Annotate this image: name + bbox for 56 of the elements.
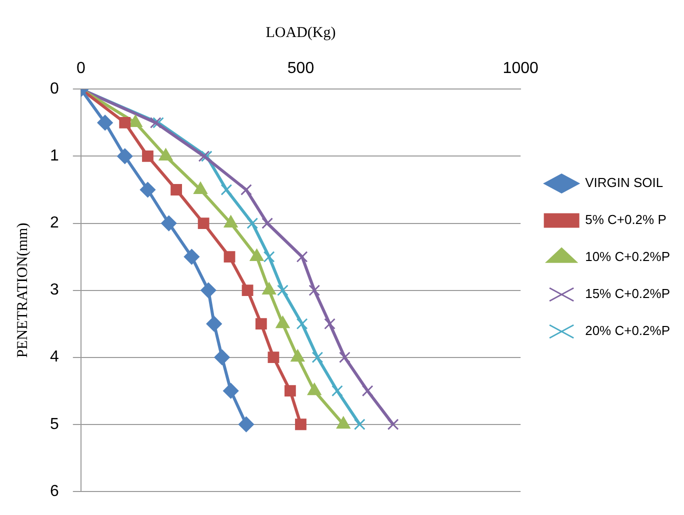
point: [255, 318, 267, 330]
point: [224, 251, 236, 262]
point: [117, 148, 133, 164]
point: [184, 249, 200, 265]
point: [262, 218, 274, 229]
point: [296, 318, 308, 330]
point: [140, 182, 156, 198]
point: [332, 385, 343, 397]
x-tick-label: 0: [76, 60, 86, 78]
y-tick-label: 0: [50, 80, 59, 98]
point: [238, 416, 254, 432]
x-tick-label: 1000: [502, 60, 538, 78]
y-tick-label: 3: [50, 282, 59, 299]
point: [214, 350, 230, 366]
point: [263, 251, 275, 262]
y-tick-label: 2: [50, 214, 59, 232]
point: [97, 114, 113, 130]
point: [198, 218, 210, 229]
point: [200, 282, 216, 298]
point: [354, 418, 366, 430]
point: [312, 352, 324, 364]
legend-label: 20% C+0.2%P: [585, 323, 670, 338]
point: [200, 150, 212, 162]
y-tick-label: 5: [50, 416, 59, 433]
point: [170, 184, 182, 196]
point: [246, 218, 258, 229]
point: [220, 184, 232, 196]
point: [242, 284, 254, 296]
point: [295, 418, 306, 430]
point: [150, 117, 162, 128]
point: [240, 184, 252, 196]
point: [324, 318, 336, 330]
point: [119, 117, 131, 128]
point: [308, 284, 320, 296]
point: [296, 251, 308, 262]
point: [339, 352, 350, 364]
legend-label: 5% C+0.2% P: [585, 212, 666, 228]
y-axis-title: PENETRATION(mm): [14, 222, 31, 358]
point: [387, 418, 399, 430]
x-tick-label: 500: [287, 60, 314, 78]
point: [142, 150, 154, 162]
point: [277, 284, 288, 296]
legend-label: 10% C+0.2%P: [585, 249, 670, 264]
legend-label: 15% C+0.2%P: [585, 286, 670, 302]
point: [284, 385, 296, 397]
x-axis-title: LOAD(Kg): [266, 24, 336, 41]
y-tick-label: 6: [50, 482, 59, 500]
y-tick-label: 4: [50, 348, 59, 366]
point: [268, 352, 280, 364]
point: [362, 385, 374, 397]
point: [223, 383, 239, 399]
y-tick-label: 1: [50, 148, 59, 165]
point: [161, 216, 177, 232]
legend-label: VIRGIN SOIL: [585, 175, 664, 190]
point: [206, 316, 222, 332]
point: [198, 150, 210, 162]
